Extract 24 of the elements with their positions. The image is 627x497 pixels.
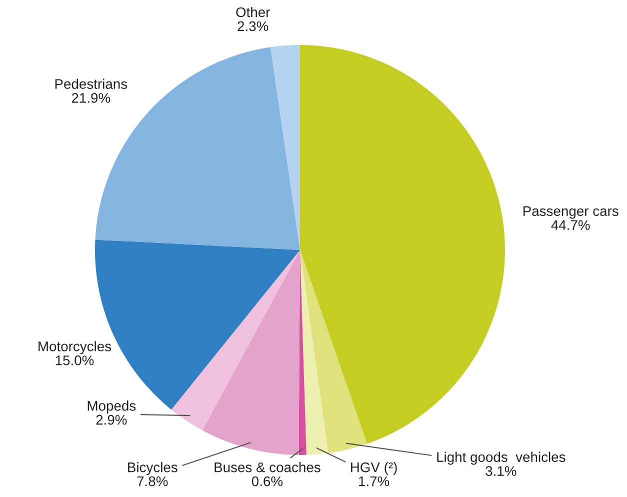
- data-label: 44.7%: [551, 220, 590, 230]
- data-label: 7.8%: [137, 476, 168, 486]
- slice-label: HGV (²): [351, 462, 397, 475]
- data-label: 21.9%: [72, 93, 110, 103]
- data-label: 0.6%: [252, 476, 283, 486]
- slice-label: Passenger cars: [523, 206, 618, 219]
- data-label: 2.9%: [96, 414, 127, 425]
- pie-slice: [300, 45, 505, 444]
- slice-label: Mopeds: [88, 400, 136, 414]
- pie-slice: [300, 250, 328, 455]
- slice-label: Buses & coaches: [214, 462, 320, 472]
- data-label: 15.0%: [56, 355, 94, 366]
- slice-label: Pedestrians: [55, 78, 128, 89]
- slice-label: Motorcycles: [38, 341, 112, 354]
- data-label: 2.3%: [238, 21, 268, 32]
- pie-slice: [202, 250, 300, 455]
- pie-slice: [270, 45, 300, 250]
- slice-label: Bicycles: [128, 462, 178, 475]
- slice-label: Light goods vehicles: [437, 452, 566, 465]
- pie-slice: [171, 250, 300, 430]
- data-label: 3.1%: [486, 466, 516, 476]
- data-label: 1.7%: [359, 476, 390, 486]
- pie-slice: [300, 250, 368, 454]
- slice-label: Other: [236, 6, 270, 18]
